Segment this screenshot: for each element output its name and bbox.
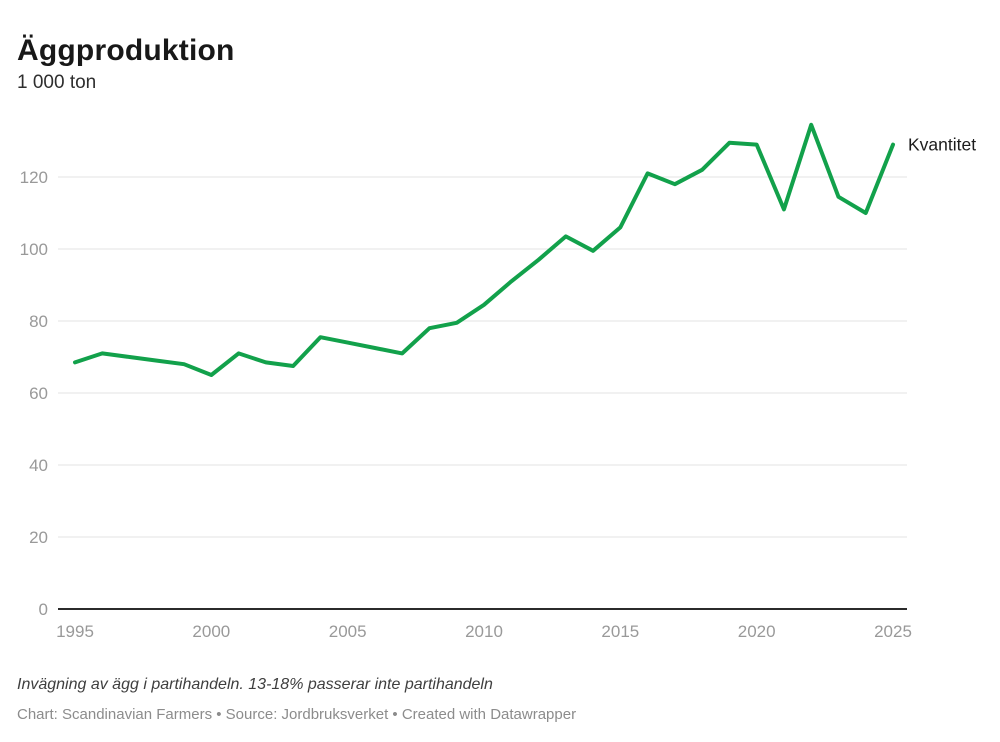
y-axis-tick-label-100: 100 [20, 240, 48, 259]
y-axis-tick-label-60: 60 [29, 384, 48, 403]
series-label-kvantitet: Kvantitet [908, 135, 976, 155]
y-axis-tick-label-120: 120 [20, 168, 48, 187]
chart-attribution: Chart: Scandinavian Farmers • Source: Jo… [17, 706, 577, 723]
chart-title: Äggproduktion [17, 34, 235, 68]
y-axis-tick-label-20: 20 [29, 528, 48, 547]
chart-subtitle: 1 000 ton [17, 72, 97, 93]
x-axis-tick-label-2010: 2010 [465, 622, 503, 641]
y-axis-tick-label-40: 40 [29, 456, 48, 475]
chart-description-note: Invägning av ägg i partihandeln. 13-18% … [17, 676, 493, 693]
x-axis-tick-label-2000: 2000 [192, 622, 230, 641]
x-axis-tick-label-2015: 2015 [601, 622, 639, 641]
series-line-kvantitet[interactable] [73, 122, 896, 377]
x-axis-tick-label-2020: 2020 [738, 622, 776, 641]
x-axis-tick-label-2025: 2025 [874, 622, 912, 641]
x-axis-tick-label-2005: 2005 [329, 622, 367, 641]
y-axis-tick-label-0: 0 [39, 600, 48, 619]
y-axis-tick-label-80: 80 [29, 312, 48, 331]
x-axis-tick-label-1995: 1995 [56, 622, 94, 641]
line-chart: 0 20 40 60 80 100 120 1995 2000 2005 2010 2015 2020 2… [20, 122, 976, 641]
